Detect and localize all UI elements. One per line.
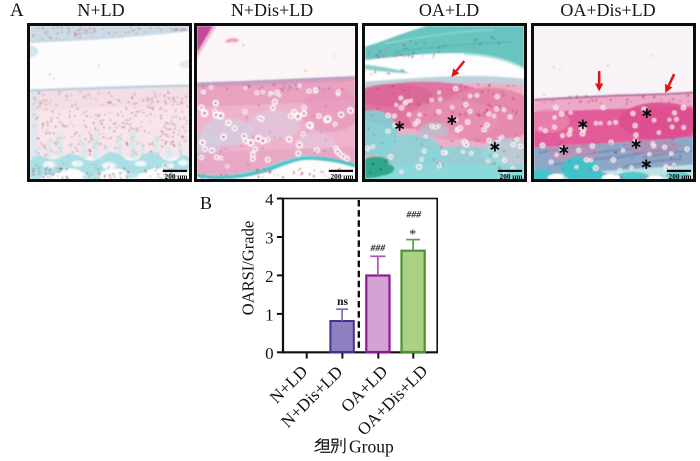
svg-text:###: ### bbox=[405, 210, 422, 221]
svg-text:*: * bbox=[409, 228, 416, 243]
svg-text:200 μm: 200 μm bbox=[331, 171, 354, 179]
svg-text:OARSI/Grade: OARSI/Grade bbox=[240, 221, 258, 315]
svg-text:ns: ns bbox=[337, 296, 348, 308]
svg-text:200 μm: 200 μm bbox=[500, 171, 523, 179]
svg-text:0: 0 bbox=[265, 344, 274, 363]
svg-text:200 μm: 200 μm bbox=[165, 171, 188, 179]
svg-text:200 μm: 200 μm bbox=[669, 171, 692, 179]
svg-text:1: 1 bbox=[265, 306, 274, 325]
svg-text:3: 3 bbox=[265, 229, 274, 248]
svg-text:Group: Group bbox=[349, 436, 394, 456]
svg-text:4: 4 bbox=[265, 190, 274, 209]
svg-text:###: ### bbox=[369, 243, 386, 254]
svg-text:2: 2 bbox=[265, 267, 274, 286]
